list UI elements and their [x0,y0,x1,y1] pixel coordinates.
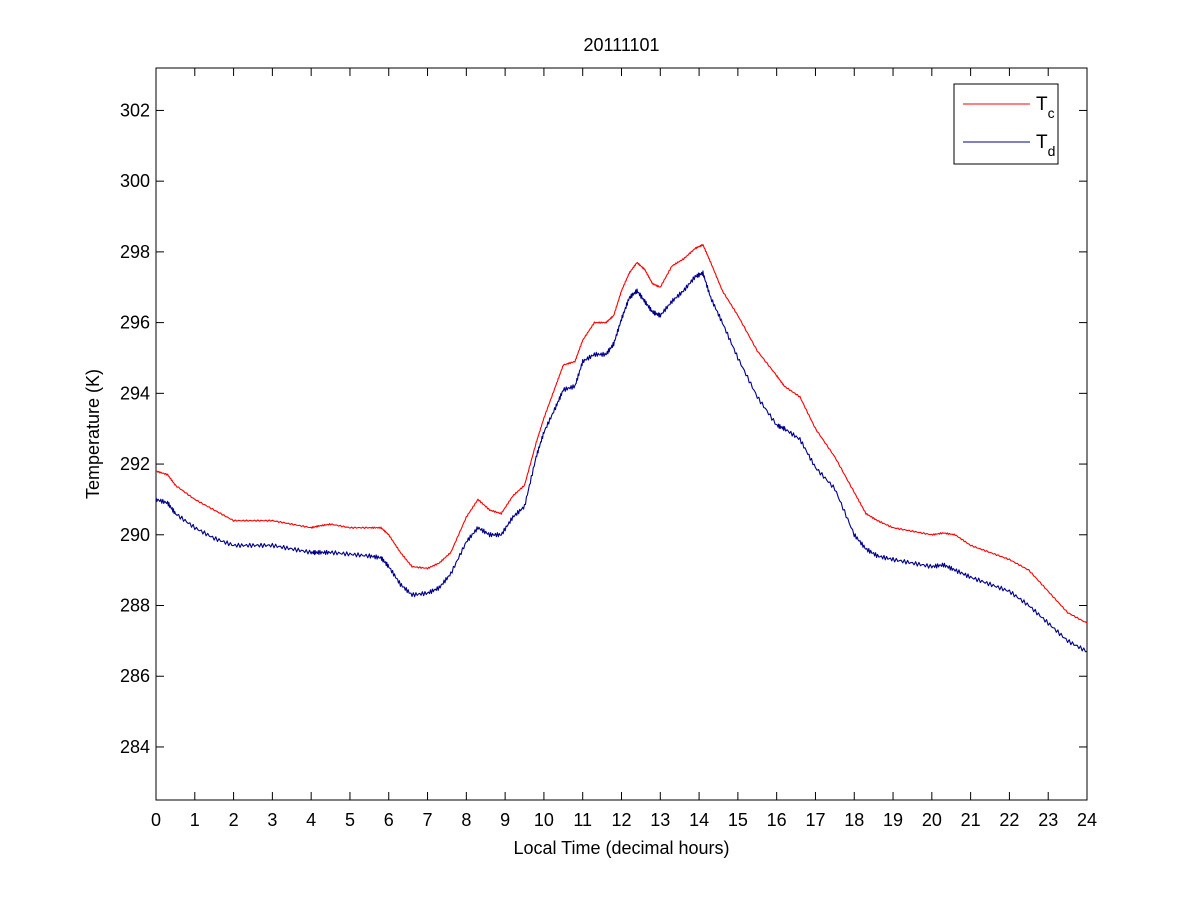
legend-label-td: Td [1036,132,1055,159]
x-tick-label: 16 [767,810,787,830]
legend-label-td-subscript: d [1048,143,1056,159]
series-line-td [155,270,1088,653]
x-tick-label: 3 [267,810,277,830]
x-tick-label: 11 [573,810,592,830]
x-tick-label: 2 [229,810,239,830]
y-tick-label: 300 [120,171,150,191]
x-tick-label: 20 [922,810,942,830]
y-tick-label: 296 [120,313,150,333]
x-tick-label: 14 [689,810,709,830]
x-tick-label: 23 [1038,810,1058,830]
plot-area [155,67,1088,801]
x-tick-label: 4 [306,810,316,830]
series-line-tc [155,244,1088,624]
x-tick-label: 13 [650,810,670,830]
legend-box [953,83,1059,165]
x-tick-label: 18 [844,810,864,830]
x-tick-label: 0 [151,810,161,830]
y-tick-label: 288 [120,596,150,616]
x-tick-label: 10 [534,810,554,830]
x-tick-label: 15 [728,810,748,830]
x-tick-label: 1 [190,810,200,830]
legend: Tc Td [953,83,1059,165]
x-tick-label: 5 [345,810,355,830]
legend-label-td-main: T [1036,132,1048,153]
y-tick-label: 294 [120,383,150,403]
x-tick-label: 9 [500,810,510,830]
x-tick-label: 22 [999,810,1019,830]
y-axis-label: Temperature (K) [83,369,103,499]
legend-label-tc-main: T [1036,94,1048,115]
legend-label-tc-subscript: c [1048,105,1055,121]
x-tick-label: 19 [883,810,903,830]
y-tick-label: 286 [120,666,150,686]
y-tick-label: 292 [120,454,150,474]
x-tick-label: 8 [461,810,471,830]
y-axis-ticks: 284 286 288 290 292 294 296 298 300 302 [120,100,1087,757]
x-tick-label: 24 [1077,810,1097,830]
x-tick-label: 7 [423,810,433,830]
x-tick-label: 21 [961,810,981,830]
y-tick-label: 298 [120,242,150,262]
y-tick-label: 290 [120,525,150,545]
x-axis-ticks: 0 1 2 3 4 5 6 7 8 9 10 11 12 13 14 15 16 17 18 19 20 21 22 23 24 [151,68,1097,830]
legend-label-tc: Tc [1036,94,1055,121]
x-tick-label: 12 [611,810,631,830]
x-tick-label: 6 [384,810,394,830]
x-tick-label: 17 [805,810,825,830]
chart-title: 20111101 [583,35,659,55]
y-tick-label: 302 [120,100,150,120]
series-layer [155,244,1088,653]
y-tick-label: 284 [120,737,150,757]
x-axis-label: Local Time (decimal hours) [513,838,729,858]
